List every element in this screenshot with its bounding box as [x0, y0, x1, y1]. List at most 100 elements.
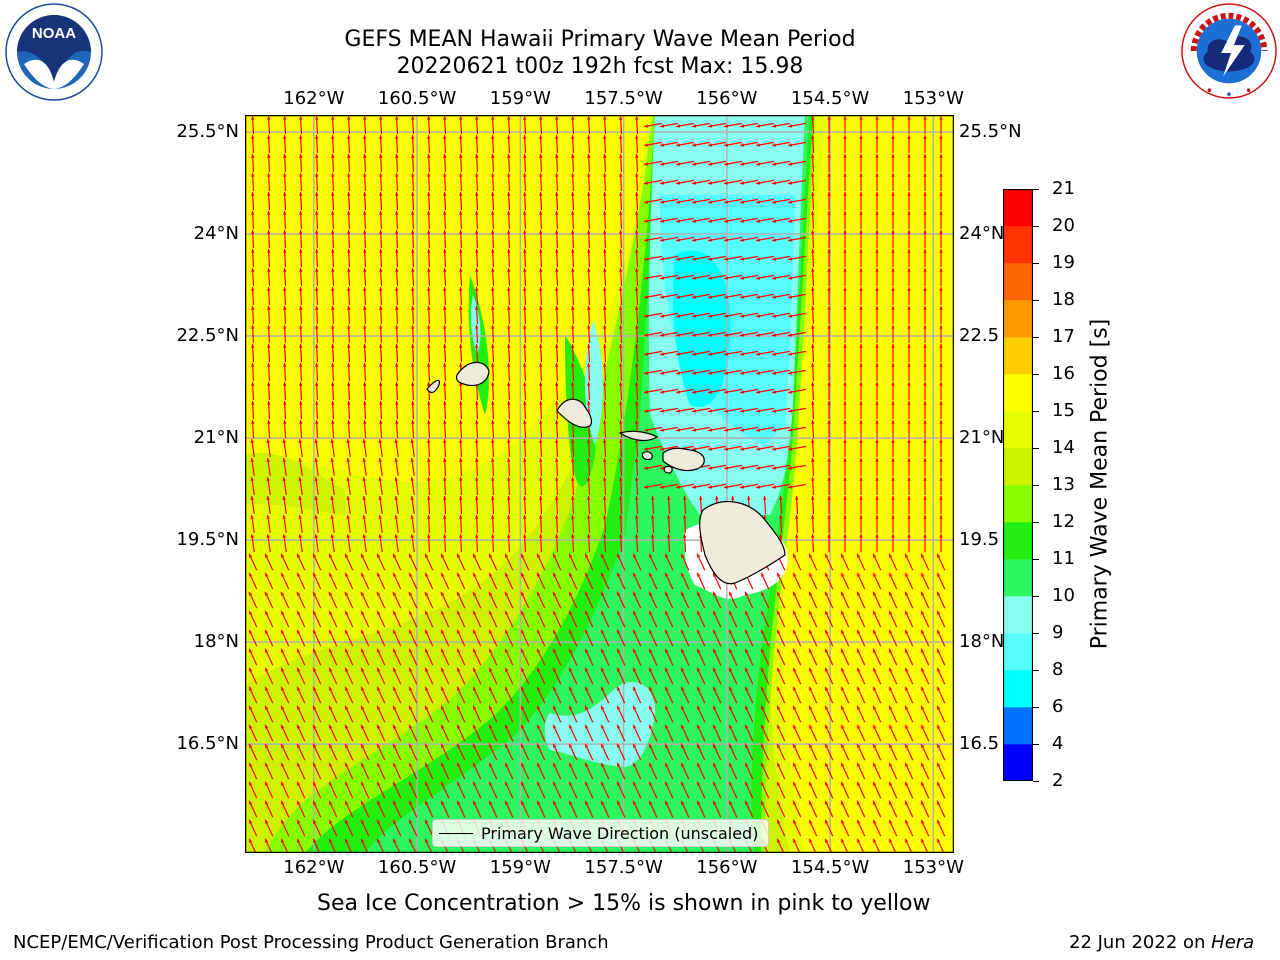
- colorbar-tick-mark: [1033, 595, 1039, 597]
- colorbar-segment: [1003, 633, 1033, 671]
- island-maui: [662, 447, 705, 472]
- colorbar-segment: [1003, 522, 1033, 560]
- colorbar-segment: [1003, 448, 1033, 486]
- colorbar-segment: [1003, 485, 1033, 523]
- colorbar-segment: [1003, 670, 1033, 708]
- colorbar-tick-label: 11: [1052, 548, 1075, 569]
- colorbar-tick-label: 14: [1052, 437, 1075, 458]
- colorbar-segment: [1003, 744, 1033, 781]
- colorbar-tick-label: 10: [1052, 585, 1075, 606]
- colorbar-tick-label: 16: [1052, 363, 1075, 384]
- colorbar-tick-label: 20: [1052, 215, 1075, 236]
- colorbar-tick-label: 6: [1052, 696, 1064, 717]
- island-hawaii: [699, 501, 786, 585]
- colorbar-segment: [1003, 226, 1033, 264]
- colorbar-tick-mark: [1033, 484, 1039, 486]
- island-molokai: [618, 430, 659, 442]
- lon-tick-label-bottom: 159°W: [489, 857, 551, 878]
- graticule: [245, 115, 954, 853]
- island-lanai: [641, 451, 653, 461]
- colorbar-tick-label: 9: [1052, 622, 1064, 643]
- colorbar-segment: [1003, 411, 1033, 449]
- colorbar-segment: [1003, 300, 1033, 338]
- colorbar-tick-mark: [1033, 225, 1039, 227]
- colorbar-tick-label: 13: [1052, 474, 1075, 495]
- footer-right: 22 Jun 2022 on Hera: [1069, 932, 1254, 953]
- colorbar-segment: [1003, 707, 1033, 745]
- legend-label: Primary Wave Direction (unscaled): [481, 823, 759, 843]
- lon-tick-label-bottom: 162°W: [283, 857, 345, 878]
- colorbar-tick-mark: [1033, 410, 1039, 412]
- colorbar-tick-mark: [1033, 447, 1039, 449]
- colorbar-segment: [1003, 596, 1033, 634]
- lon-tick-label-top: 156°W: [696, 88, 758, 109]
- lat-tick-label-right: 21°N: [959, 427, 1005, 449]
- lon-tick-label-bottom: 160.5°W: [377, 857, 457, 878]
- island-kauai: [455, 361, 490, 387]
- lon-tick-label-top: 154.5°W: [790, 88, 870, 109]
- lat-tick-label-left: 22.5°N: [176, 325, 239, 347]
- colorbar-tick-label: 12: [1052, 511, 1075, 532]
- colorbar-tick-label: 21: [1052, 178, 1075, 199]
- lon-tick-label-top: 160.5°W: [377, 88, 457, 109]
- lon-tick-label-top: 159°W: [489, 88, 551, 109]
- lat-tick-label-left: 24°N: [193, 223, 239, 245]
- colorbar-tick-mark: [1033, 706, 1039, 708]
- island-niihau: [426, 379, 440, 394]
- lat-tick-label-right: 25.5°N: [959, 121, 1022, 142]
- noaa-logo-text: NOAA: [32, 25, 76, 42]
- colorbar-segment: [1003, 189, 1033, 227]
- lat-tick-label-left: 19.5°N: [176, 529, 239, 551]
- lon-tick-label-top: 157.5°W: [584, 88, 663, 109]
- colorbar-tick-label: 19: [1052, 252, 1075, 273]
- wave-period-map: [245, 115, 954, 853]
- colorbar-tick-mark: [1033, 521, 1039, 523]
- lat-tick-label-right: 18°N: [959, 631, 1005, 653]
- colorbar-tick-label: 2: [1052, 770, 1064, 791]
- colorbar-tick-mark: [1033, 188, 1039, 190]
- island-kahoolawe: [663, 465, 673, 474]
- noaa-logo: NOAA: [5, 3, 103, 101]
- nws-logo: [1181, 3, 1277, 99]
- colorbar-tick-mark: [1033, 780, 1039, 782]
- lat-tick-label-right: 16.5: [959, 733, 1000, 755]
- lat-tick-label-right: 22.5: [959, 325, 1000, 347]
- colorbar-tick-mark: [1033, 743, 1039, 745]
- footer-right-date: 22 Jun 2022 on: [1069, 932, 1212, 953]
- lat-tick-label-right: 19.5: [959, 529, 1000, 551]
- hawaiian-islands: [426, 361, 786, 585]
- colorbar-tick-label: 15: [1052, 400, 1075, 421]
- lon-tick-label-bottom: 153°W: [902, 857, 964, 878]
- colorbar: [1003, 189, 1033, 781]
- colorbar-tick-mark: [1033, 373, 1039, 375]
- colorbar-tick-label: 8: [1052, 659, 1064, 680]
- colorbar-segment: [1003, 263, 1033, 301]
- colorbar-tick-label: 18: [1052, 289, 1075, 310]
- sea-ice-caption: Sea Ice Concentration > 15% is shown in …: [317, 891, 931, 916]
- colorbar-label: Primary Wave Mean Period [s]: [1087, 318, 1113, 650]
- colorbar-tick-label: 4: [1052, 733, 1064, 754]
- lat-tick-label-left: 21°N: [193, 427, 239, 449]
- colorbar-tick-mark: [1033, 299, 1039, 301]
- chart-subtitle: 20220621 t00z 192h fcst Max: 15.98: [396, 54, 804, 79]
- lon-tick-label-bottom: 157.5°W: [584, 857, 663, 878]
- colorbar-segment: [1003, 559, 1033, 597]
- lat-tick-label-left: 16.5°N: [176, 733, 239, 755]
- lon-tick-label-top: 153°W: [902, 88, 964, 109]
- colorbar-segment: [1003, 374, 1033, 412]
- colorbar-tick-mark: [1033, 336, 1039, 338]
- footer-right-host: Hera: [1211, 932, 1255, 953]
- lon-tick-label-bottom: 156°W: [696, 857, 758, 878]
- lon-tick-label-top: 162°W: [283, 88, 345, 109]
- colorbar-tick-mark: [1033, 632, 1039, 634]
- colorbar-tick-mark: [1033, 262, 1039, 264]
- footer-left: NCEP/EMC/Verification Post Processing Pr…: [13, 932, 609, 953]
- lat-tick-label-right: 24°N: [959, 223, 1005, 245]
- island-oahu: [556, 398, 593, 428]
- colorbar-tick-mark: [1033, 669, 1039, 671]
- lat-tick-label-left: 18°N: [193, 631, 239, 653]
- map-legend: Primary Wave Direction (unscaled): [432, 819, 769, 847]
- lat-tick-label-left: 25.5°N: [176, 121, 239, 142]
- colorbar-segment: [1003, 337, 1033, 375]
- legend-line-swatch: [439, 832, 473, 834]
